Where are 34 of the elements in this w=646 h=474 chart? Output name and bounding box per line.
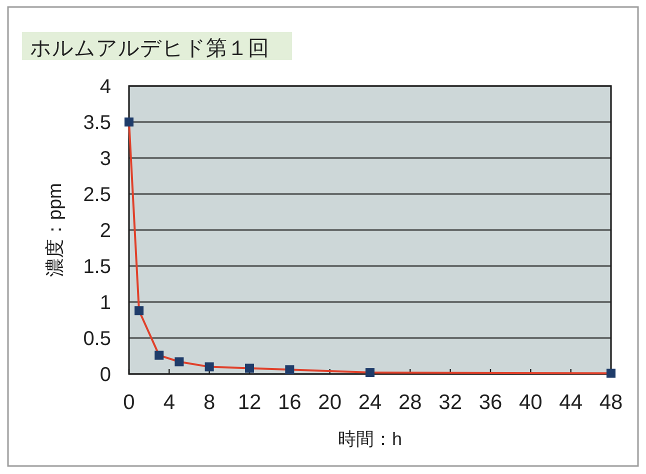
- x-tick-label: 40: [518, 391, 542, 414]
- x-tick-label: 20: [318, 391, 342, 414]
- y-tick-label: 1: [100, 292, 111, 314]
- point: [285, 365, 294, 374]
- x-axis-title: 時間：h: [338, 429, 402, 449]
- x-tick-label: 44: [559, 391, 583, 414]
- point: [366, 368, 374, 378]
- x-tick-label: 8: [203, 391, 216, 414]
- y-tick-label: 1.5: [83, 256, 111, 278]
- point: [154, 350, 164, 360]
- x-tick-label: 12: [238, 391, 262, 414]
- y-tick-label: 0: [100, 364, 111, 386]
- y-tick-label: 3: [100, 148, 111, 170]
- x-tick-label: 4: [163, 391, 176, 414]
- x-tick-label: 0: [123, 391, 135, 414]
- point: [204, 362, 214, 372]
- x-tick-label: 16: [278, 391, 302, 414]
- chart-title: ホルムアルデヒド第１回: [30, 37, 269, 60]
- x-tick-label: 32: [438, 391, 462, 414]
- y-tick-label: 4: [100, 76, 111, 98]
- y-axis-title: 濃度：ppm: [44, 183, 66, 277]
- point: [124, 118, 134, 126]
- point: [174, 357, 184, 366]
- y-tick-label: 0.5: [83, 328, 111, 350]
- y-tick-label: 2: [100, 220, 111, 242]
- point: [134, 306, 144, 316]
- y-tick-label: 2.5: [83, 184, 111, 206]
- x-tick-label: 28: [398, 391, 422, 414]
- x-tick-label: 36: [478, 391, 502, 414]
- point: [606, 368, 616, 378]
- x-tick-label: 48: [599, 391, 623, 414]
- y-tick-label: 3.5: [83, 112, 111, 134]
- x-tick-label: 24: [358, 391, 382, 414]
- point: [245, 364, 254, 373]
